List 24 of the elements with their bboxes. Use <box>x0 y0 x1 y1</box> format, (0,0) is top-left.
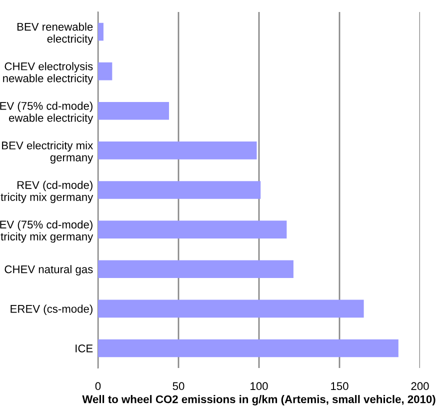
bar <box>98 220 287 238</box>
y-tick-label: BEV electricity mix germany <box>2 141 94 164</box>
y-tick-label: REV (cd-mode) tricity mix germany <box>0 180 94 204</box>
x-axis-title: Well to wheel CO2 emissions in g/km (Artemis, small vehicle, 2010) <box>82 395 436 406</box>
bar <box>98 260 294 278</box>
bar <box>98 300 364 318</box>
x-tick-label: 150 <box>331 382 348 390</box>
x-tick-label: 50 <box>172 382 184 390</box>
bar <box>98 22 104 41</box>
y-tick-label: CHEV electrolysis newable electricity <box>3 62 94 84</box>
y-tick-label: EV (75% cd-mode) tricity mix germany <box>0 220 94 243</box>
y-tick-label: ICE <box>76 344 93 352</box>
bar <box>98 102 169 120</box>
y-tick-label: EREV (cs-mode) <box>10 304 92 315</box>
bar <box>98 62 112 80</box>
bar <box>98 142 257 160</box>
y-tick-label: CHEV natural gas <box>4 265 93 276</box>
bar <box>98 181 261 199</box>
x-tick-label: 200 <box>411 382 429 390</box>
x-tick-label: 0 <box>95 382 101 390</box>
y-tick-label: EV (75% cd-mode) ewable electricity <box>0 102 94 124</box>
x-tick-label: 100 <box>250 382 268 390</box>
y-tick-label: BEV renewable electricity <box>17 22 94 45</box>
bar <box>98 339 398 358</box>
